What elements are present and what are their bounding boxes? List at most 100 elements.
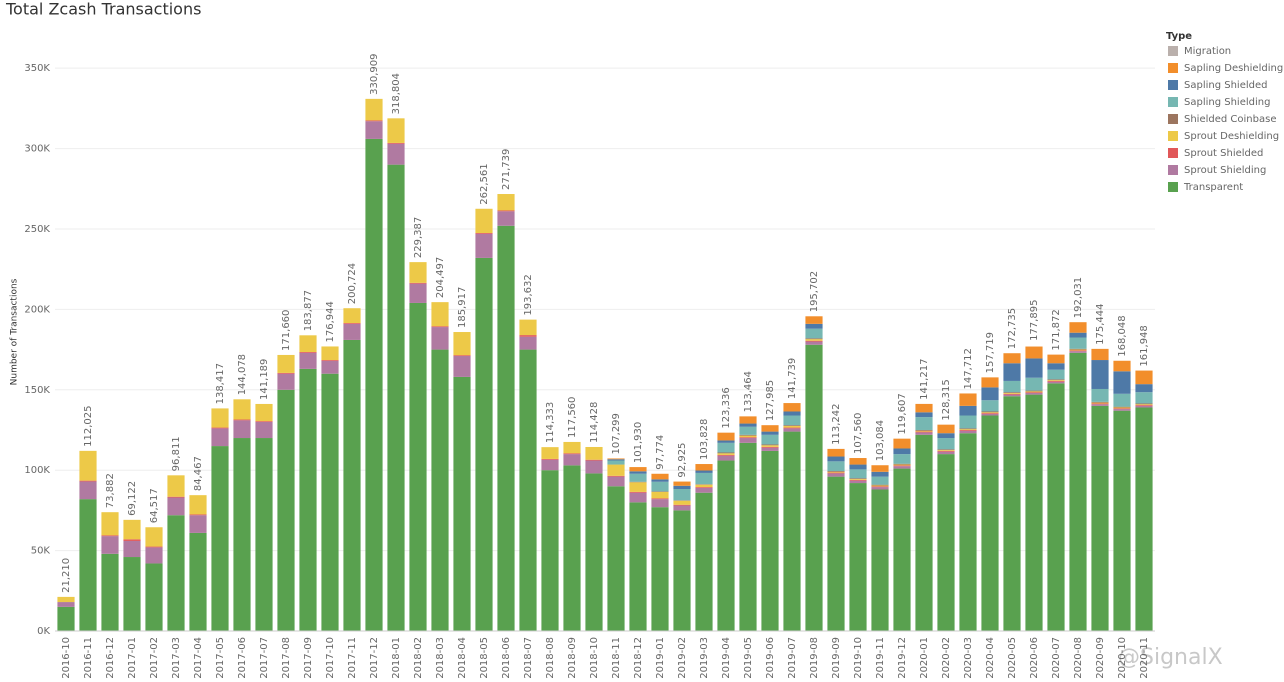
bar-segment — [783, 415, 801, 426]
bar-segment — [541, 459, 559, 471]
x-tick-label: 2018-09 — [567, 637, 578, 679]
bar-segment — [1091, 348, 1109, 361]
bar-segment — [1113, 393, 1131, 407]
total-label: 195,702 — [809, 271, 820, 312]
total-label: 147,712 — [963, 348, 974, 389]
x-tick-label: 2019-05 — [743, 637, 754, 679]
bar-segment — [871, 487, 889, 490]
x-tick-label: 2018-11 — [611, 637, 622, 679]
total-label: 113,242 — [831, 404, 842, 445]
bar-segment — [387, 143, 405, 165]
bar-segment — [827, 473, 845, 477]
x-tick-label: 2017-08 — [281, 637, 292, 679]
bar-segment — [607, 458, 625, 460]
bar-segment — [717, 442, 735, 453]
bar-segment — [981, 413, 999, 414]
legend-swatch — [1168, 148, 1178, 158]
bar-segment — [299, 335, 317, 352]
total-label: 229,387 — [413, 217, 424, 258]
x-tick-label: 2019-06 — [765, 637, 776, 679]
total-label: 171,660 — [281, 310, 292, 351]
total-label: 103,828 — [699, 419, 710, 460]
x-tick-label: 2019-07 — [787, 637, 798, 679]
bar-segment — [145, 527, 163, 547]
x-tick-label: 2019-10 — [853, 637, 864, 679]
x-tick-label: 2018-04 — [457, 637, 468, 679]
total-label: 193,632 — [523, 274, 534, 315]
bar-segment — [497, 210, 515, 212]
bar-segment — [211, 408, 229, 428]
total-label: 103,084 — [875, 420, 886, 461]
bar-segment — [739, 434, 757, 436]
x-tick-label: 2018-08 — [545, 637, 556, 679]
bar-segment — [409, 262, 427, 283]
x-tick-label: 2017-09 — [303, 637, 314, 679]
x-tick-label: 2018-06 — [501, 637, 512, 679]
bar-segment — [101, 553, 119, 631]
bar-segment — [651, 473, 669, 480]
bar-segment — [1113, 408, 1131, 410]
x-tick-label: 2017-06 — [237, 637, 248, 679]
bar-segment — [871, 485, 889, 487]
bar-segment — [167, 497, 185, 516]
bar-segment — [563, 465, 581, 631]
x-tick-label: 2019-02 — [677, 637, 688, 679]
bar-segment — [145, 547, 163, 564]
bar-segment — [673, 510, 691, 631]
legend-swatch — [1168, 182, 1178, 192]
total-label: 101,930 — [633, 422, 644, 463]
bar-segment — [783, 431, 801, 631]
bar-segment — [299, 351, 317, 353]
bar-segment — [915, 429, 933, 431]
bar-segment — [321, 373, 339, 631]
x-tick-label: 2018-12 — [633, 637, 644, 679]
bar-segment — [937, 424, 955, 434]
bar-segment — [1135, 403, 1153, 405]
x-tick-label: 2020-08 — [1073, 637, 1084, 679]
bar-segment — [849, 464, 867, 470]
legend-label: Sapling Shielding — [1184, 97, 1270, 108]
bar-segment — [101, 535, 119, 537]
bar-segment — [849, 458, 867, 465]
x-tick-label: 2020-09 — [1095, 637, 1106, 679]
bar-segment — [607, 464, 625, 476]
bar-segment — [453, 332, 471, 356]
bar-segment — [1135, 370, 1153, 385]
bar-segment — [827, 476, 845, 631]
x-tick-label: 2020-10 — [1117, 637, 1128, 679]
bar-segment — [607, 459, 625, 461]
legend-swatch — [1168, 114, 1178, 124]
total-label: 157,719 — [985, 332, 996, 373]
bar-segment — [431, 327, 449, 350]
total-label: 161,948 — [1139, 325, 1150, 366]
total-label: 175,444 — [1095, 304, 1106, 345]
bar-segment — [475, 257, 493, 631]
x-tick-label: 2020-03 — [963, 637, 974, 679]
bar-segment — [959, 429, 977, 430]
bar-segment — [937, 450, 955, 451]
total-label: 69,122 — [127, 481, 138, 516]
bar-segment — [1135, 392, 1153, 404]
bar-segment — [321, 360, 339, 374]
bar-segment — [519, 335, 537, 337]
bar-segment — [585, 446, 603, 460]
bar-segment — [541, 458, 559, 460]
bar-segment — [1069, 349, 1087, 351]
x-tick-label: 2020-05 — [1007, 637, 1018, 679]
bar-segment — [827, 461, 845, 471]
bar-segment — [827, 456, 845, 462]
bar-segment — [739, 435, 757, 438]
bar-segment — [1069, 352, 1087, 631]
bar-segment — [431, 302, 449, 327]
bar-segment — [321, 346, 339, 361]
bar-segment — [1047, 354, 1065, 364]
bar-segment — [189, 532, 207, 631]
x-tick-label: 2017-01 — [127, 637, 138, 679]
bar-segment — [937, 450, 955, 452]
bar-segment — [827, 472, 845, 474]
bar-segment — [497, 211, 515, 226]
bar-segment — [541, 470, 559, 631]
bar-segment — [607, 476, 625, 487]
bar-segment — [695, 470, 713, 473]
bar-segment — [673, 485, 691, 490]
